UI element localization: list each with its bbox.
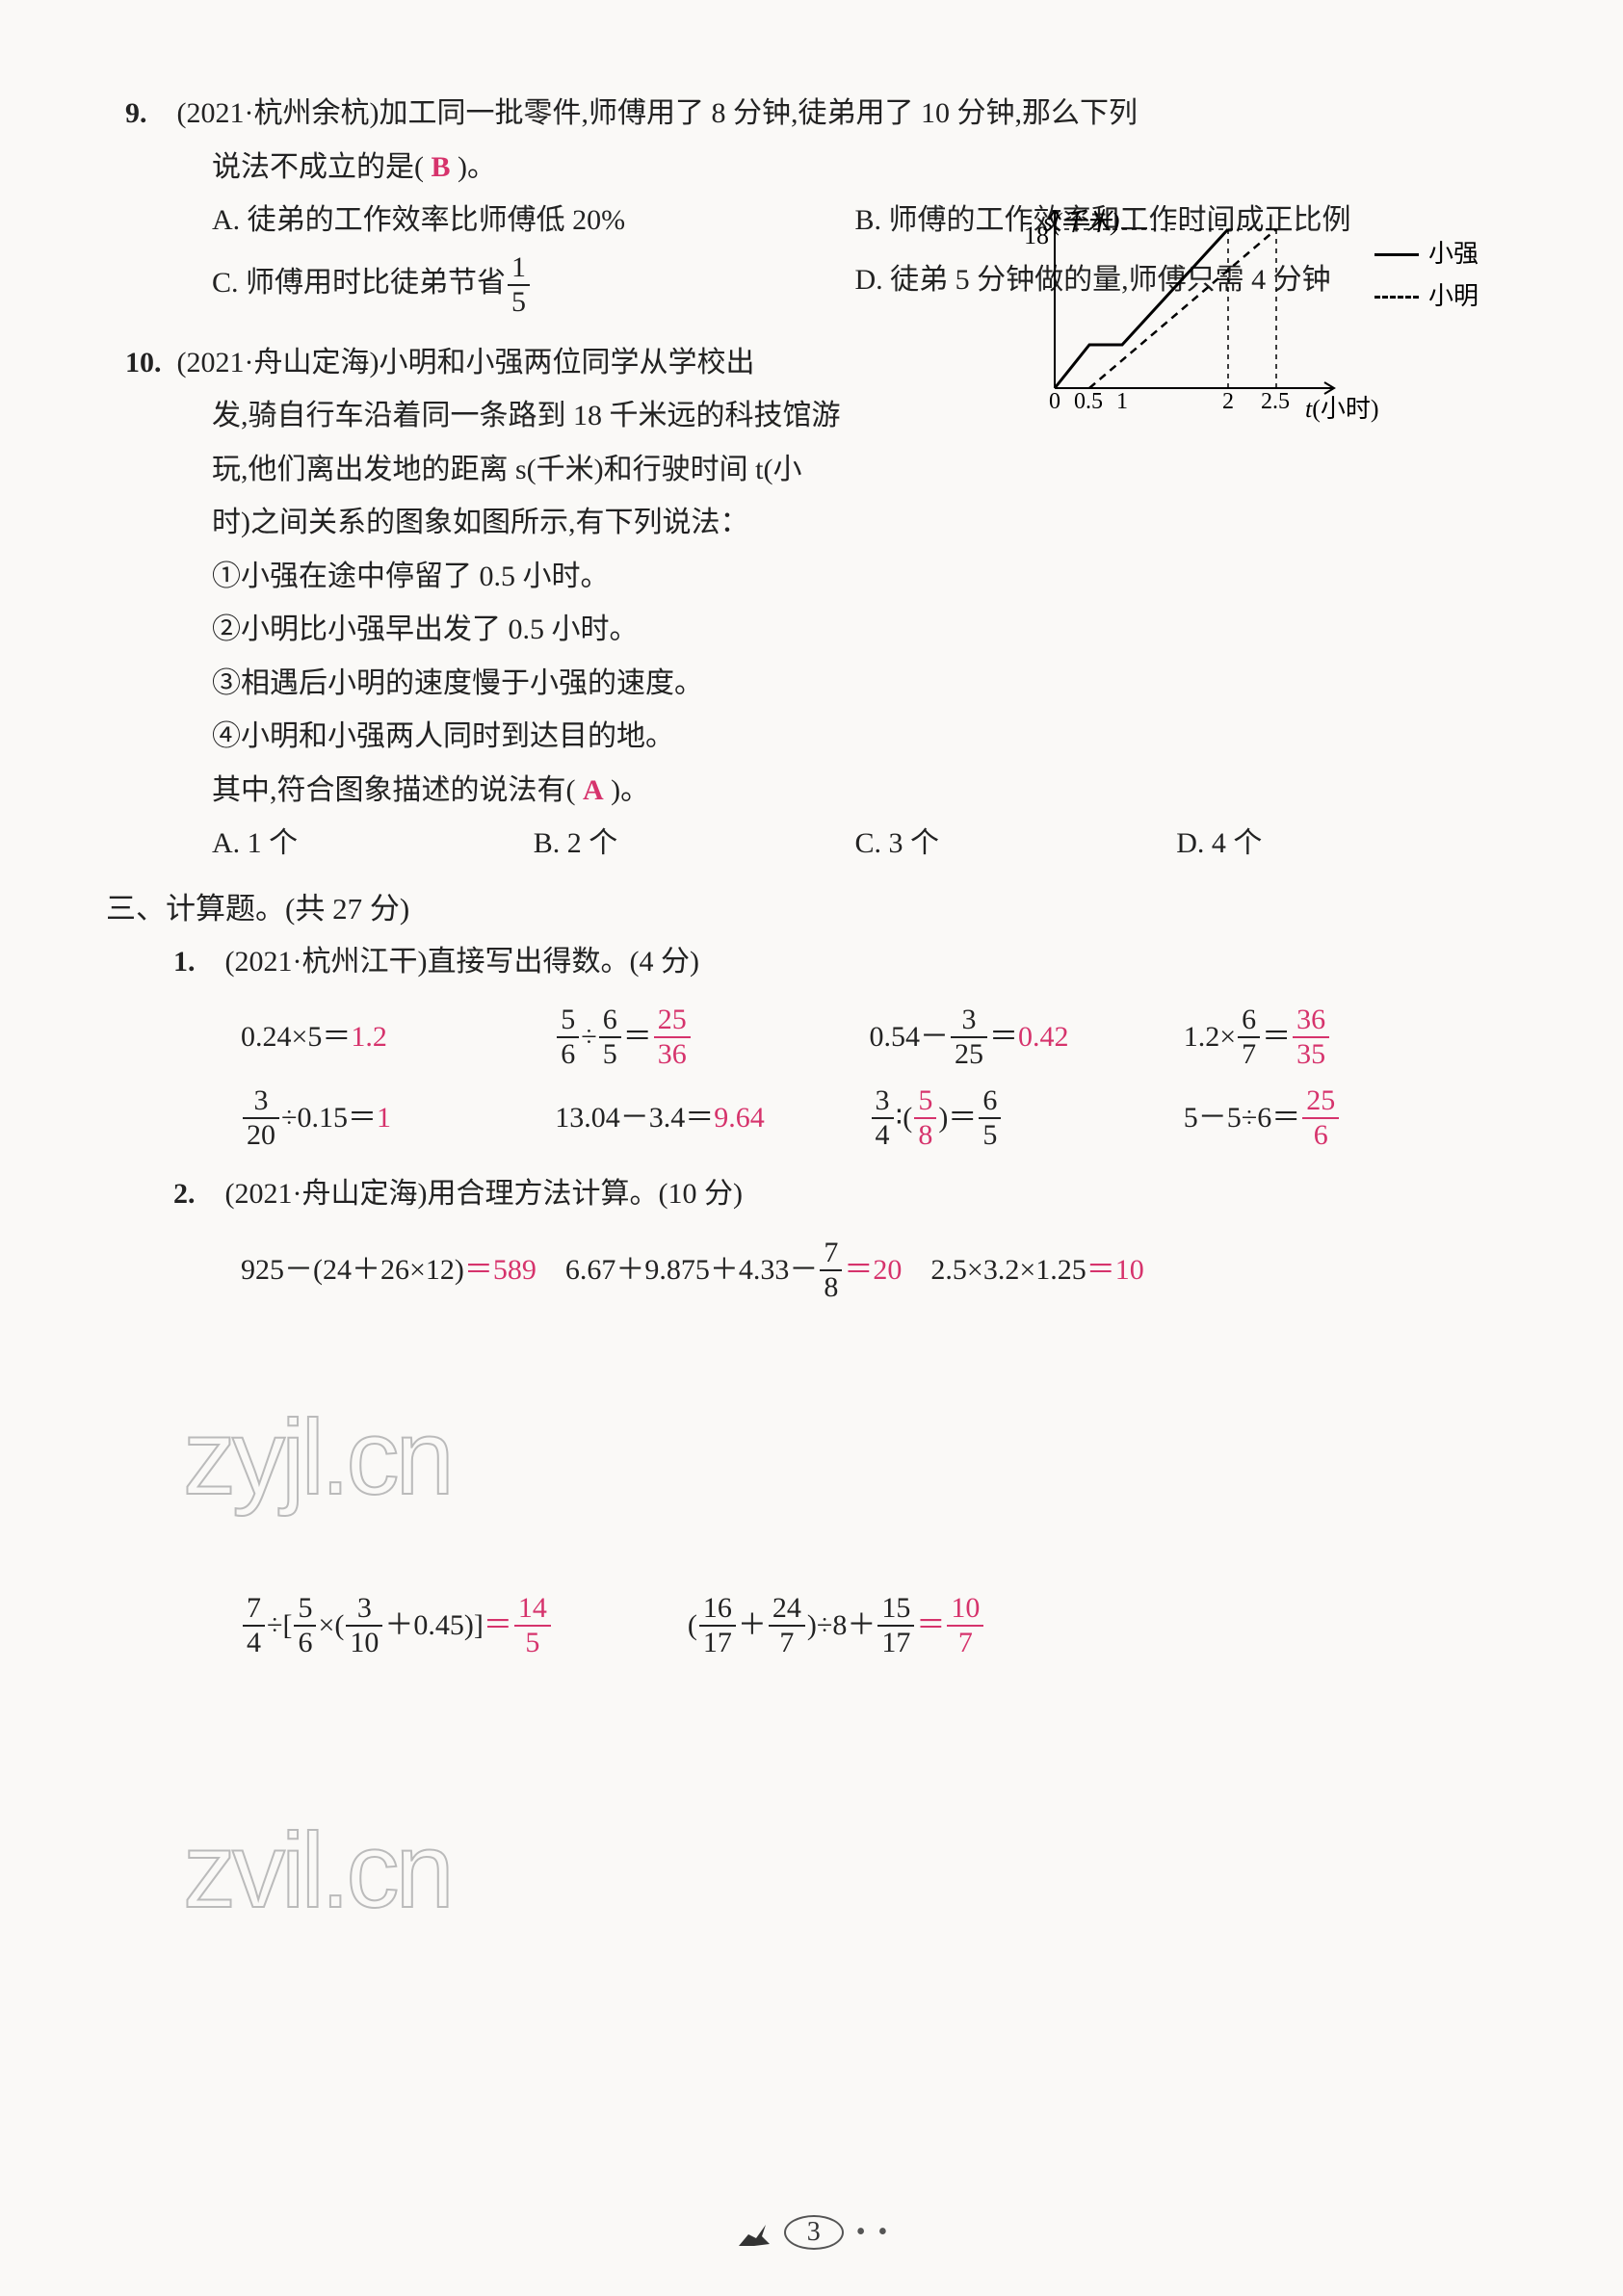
q10-s1: ①小强在途中停留了 0.5 小时。 — [125, 550, 1035, 604]
q10-s4: ④小明和小强两人同时到达目的地。 — [125, 710, 1035, 764]
xtick-1: 1 — [1116, 389, 1128, 414]
p2-row1: 925－(24＋26×12)＝589 6.67＋9.875＋4.33－ 78 ＝… — [125, 1239, 1498, 1302]
p1-source: (2021·杭州江干) — [225, 946, 428, 978]
graph-svg: 0 0.5 1 2 2.5 — [1026, 210, 1353, 422]
q9-choice-A: A. 徒弟的工作效率比师傅低 20% — [212, 194, 855, 248]
legend-dash-icon — [1374, 296, 1419, 299]
p2-stem: 用合理方法计算。(10 分) — [427, 1178, 742, 1210]
graph-legend: 小强 小明 — [1374, 233, 1479, 318]
graph-ytick-18: 18 — [1024, 222, 1049, 250]
q10-answer: A — [583, 774, 604, 806]
p1-row2: 320 ÷0.15＝1 13.04－3.4＝9.64 34 ∶( 58 )＝ 6… — [125, 1086, 1498, 1150]
p1-number: 1. — [173, 935, 218, 989]
q9-choice-C-text: C. 师傅用时比徒弟节省 — [212, 266, 506, 298]
graph-y-label: ss(千米)(千米) — [1043, 202, 1119, 238]
page-number: 3 — [784, 2215, 844, 2250]
p1-r1c1-q: 0.24×5＝ — [241, 1010, 351, 1064]
q9-choice-C: C. 师傅用时比徒弟节省15 — [212, 253, 855, 317]
q10-l1: 小明和小强两位同学从学校出 — [379, 347, 754, 378]
q10-end-pre: 其中,符合图象描述的说法有( — [212, 774, 576, 806]
line-xiaoqiang — [1055, 229, 1228, 388]
p2-source: (2021·舟山定海) — [225, 1178, 428, 1210]
legend-solid-label: 小强 — [1428, 233, 1479, 275]
q9-stem-line2a: 说法不成立的是( — [212, 151, 424, 183]
p1-r1c1-a: 1.2 — [351, 1010, 387, 1064]
q9-stem-line1: 加工同一批零件,师傅用了 8 分钟,徒弟用了 10 分钟,那么下列 — [379, 97, 1138, 129]
page-footer: 3 • • — [0, 2215, 1623, 2252]
section-3-head: 三、计算题。(共 27 分) — [106, 884, 1498, 927]
q9-choice-C-frac: 15 — [508, 253, 530, 317]
line-xiaoming — [1089, 229, 1276, 388]
xtick-2: 2 — [1222, 389, 1234, 414]
q10-choice-D: D. 4 个 — [1176, 817, 1498, 871]
q10-l2: 发,骑自行车沿着同一条路到 18 千米远的科技馆游 — [125, 389, 1035, 443]
watermark-1: zyjl.cn — [183, 1360, 1498, 1556]
q10-graph: ss(千米)(千米) 18 0 0.5 1 2 2.5 t(小时) 小强 小明 — [1026, 210, 1479, 427]
problem-3-2: 2. (2021·舟山定海)用合理方法计算。(10 分) 925－(24＋26×… — [125, 1167, 1498, 1970]
problem-3-1: 1. (2021·杭州江干)直接写出得数。(4 分) 0.24×5＝1.2 56… — [125, 935, 1498, 1151]
q10-choice-C: C. 3 个 — [855, 817, 1177, 871]
legend-dash-label: 小明 — [1428, 275, 1479, 318]
q10-end-post: )。 — [611, 774, 649, 806]
q10-l4: 时)之间关系的图象如图所示,有下列说法： — [125, 496, 1035, 550]
xtick-05: 0.5 — [1074, 389, 1103, 414]
q10-source: (2021·舟山定海) — [177, 347, 380, 378]
q10-choice-A: A. 1 个 — [212, 817, 534, 871]
q10-choice-B: B. 2 个 — [534, 817, 855, 871]
p1-row1: 0.24×5＝1.2 56 ÷ 65 ＝ 2536 0.54－ 325 ＝ 0.… — [125, 1005, 1498, 1069]
legend-solid-icon — [1374, 253, 1419, 256]
q10-number: 10. — [125, 336, 170, 390]
p2-row2: 74 ÷[ 56 ×( 310 ＋0.45)] ＝ 145 ( 1617 ＋ 2… — [125, 1594, 1498, 1657]
p1-stem: 直接写出得数。(4 分) — [427, 946, 698, 978]
watermark-2: zvil.cn — [183, 1773, 1498, 1970]
xtick-25: 2.5 — [1261, 389, 1290, 414]
graph-x-label: t(小时) — [1305, 389, 1379, 425]
q10-s3: ③相遇后小明的速度慢于小强的速度。 — [125, 657, 1035, 711]
q9-source: (2021·杭州余杭) — [177, 97, 380, 129]
p2-number: 2. — [173, 1167, 218, 1221]
q10-l3: 玩,他们离出发地的距离 s(千米)和行驶时间 t(小 — [125, 443, 1035, 497]
q9-answer: B — [432, 151, 451, 183]
q9-stem-line2b: )。 — [458, 151, 496, 183]
xtick-0: 0 — [1049, 389, 1060, 414]
q10-s2: ②小明比小强早出发了 0.5 小时。 — [125, 603, 1035, 657]
q9-number: 9. — [125, 87, 170, 141]
runner-icon — [733, 2217, 775, 2252]
footer-dots: • • — [856, 2217, 891, 2247]
